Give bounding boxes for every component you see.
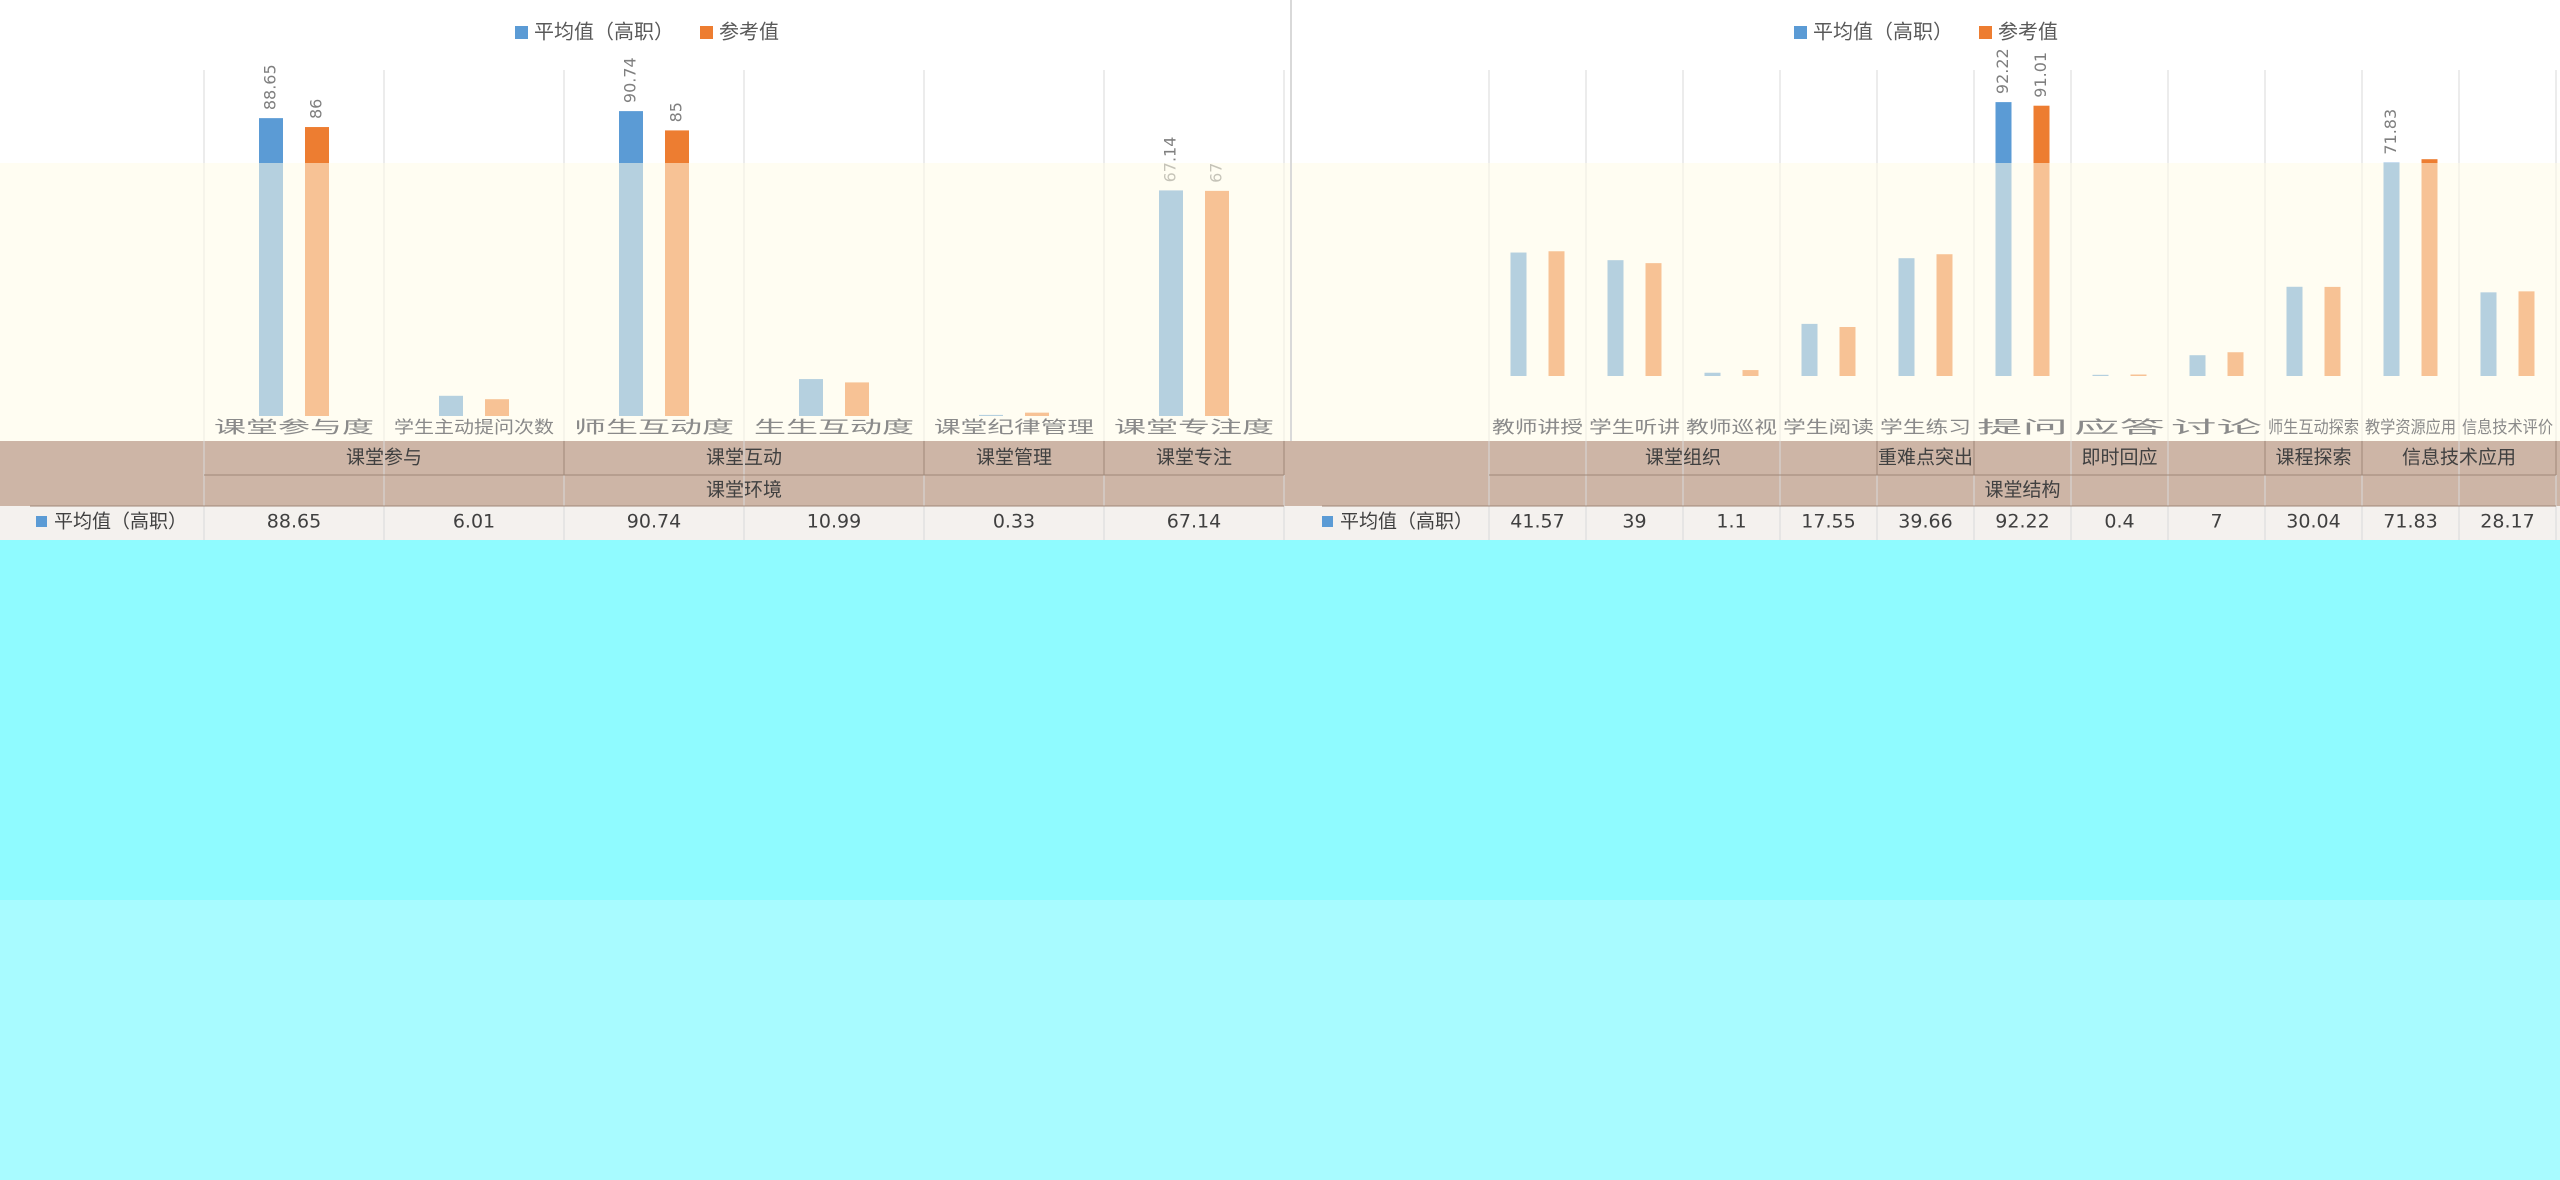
table-cell: 0.33 — [993, 511, 1035, 533]
value-label: 88.65 — [261, 64, 280, 110]
table-cell: 71.83 — [2383, 511, 2437, 533]
group-label: 课程探索 — [2275, 447, 2351, 469]
group-label: 重难点突出 — [1878, 447, 1973, 469]
legend-label: 平均值（高职） — [534, 20, 674, 44]
category-label: 提问 — [1977, 418, 2068, 438]
legend-swatch — [1979, 26, 1992, 39]
category-label: 信息技术评价 — [2462, 418, 2553, 438]
group-label: 课堂参与 — [346, 447, 422, 469]
super-group-label: 课堂环境 — [706, 479, 782, 501]
category-label: 学生听讲 — [1589, 418, 1680, 438]
group-label: 课堂专注 — [1156, 447, 1232, 469]
table-cell: 67.14 — [1167, 511, 1221, 533]
category-label: 课堂参与度 — [214, 418, 374, 438]
data-row-bg — [0, 506, 2560, 540]
legend-label: 参考值 — [1998, 20, 2058, 44]
corrupted-region — [0, 900, 2560, 1180]
table-header-bg — [0, 441, 2560, 506]
table-cell: 17.55 — [1801, 511, 1855, 533]
category-label: 学生练习 — [1880, 418, 1971, 438]
value-label: 91.01 — [2031, 52, 2050, 98]
legend-label: 参考值 — [719, 20, 779, 44]
table-cell: 92.22 — [1995, 511, 2049, 533]
super-group-label: 课堂结构 — [1984, 479, 2060, 501]
faded-band — [1292, 163, 2560, 441]
row-label: 平均值（高职） — [54, 511, 187, 533]
value-label: 92.22 — [1993, 48, 2012, 94]
category-label: 学生主动提问次数 — [394, 418, 554, 438]
group-label: 课堂互动 — [706, 447, 782, 469]
category-label: 课堂专注度 — [1114, 418, 1274, 438]
legend-label: 平均值（高职） — [1813, 20, 1953, 44]
table-cell: 6.01 — [453, 511, 495, 533]
table-cell: 28.17 — [2480, 511, 2534, 533]
category-label: 学生阅读 — [1783, 418, 1874, 438]
row-label: 平均值（高职） — [1340, 511, 1473, 533]
value-label: 90.74 — [621, 57, 640, 103]
table-cell: 1.1 — [1716, 511, 1746, 533]
value-label: 71.83 — [2381, 109, 2400, 155]
table-cell: 30.04 — [2286, 511, 2340, 533]
group-label: 即时回应 — [2081, 447, 2157, 469]
category-label: 师生互动度 — [574, 418, 734, 438]
table-cell: 7 — [2210, 511, 2222, 533]
category-label: 教师讲授 — [1492, 418, 1583, 438]
table-cell: 10.99 — [807, 511, 861, 533]
table-cell: 39.66 — [1898, 511, 1952, 533]
table-cell: 0.4 — [2104, 511, 2134, 533]
group-label: 信息技术应用 — [2402, 447, 2516, 469]
legend-swatch — [1794, 26, 1807, 39]
category-label: 讨论 — [2171, 418, 2262, 438]
group-label: 课堂组织 — [1645, 447, 1721, 469]
category-label: 生生互动度 — [754, 418, 914, 438]
category-label: 应答 — [2074, 418, 2165, 438]
group-label: 课堂管理 — [976, 447, 1052, 469]
value-label: 85 — [667, 102, 686, 122]
category-label: 教学资源应用 — [2365, 418, 2456, 438]
faded-band — [0, 163, 1290, 441]
value-label: 86 — [307, 99, 326, 119]
table-cell: 88.65 — [267, 511, 321, 533]
legend-swatch — [515, 26, 528, 39]
table-cell: 39 — [1622, 511, 1646, 533]
legend-swatch — [700, 26, 713, 39]
category-label: 课堂纪律管理 — [934, 418, 1094, 438]
category-label: 师生互动探索 — [2268, 418, 2359, 438]
table-cell: 41.57 — [1510, 511, 1564, 533]
category-label: 教师巡视 — [1686, 418, 1777, 438]
table-cell: 90.74 — [627, 511, 681, 533]
row-swatch — [36, 516, 47, 527]
row-swatch — [1322, 516, 1333, 527]
